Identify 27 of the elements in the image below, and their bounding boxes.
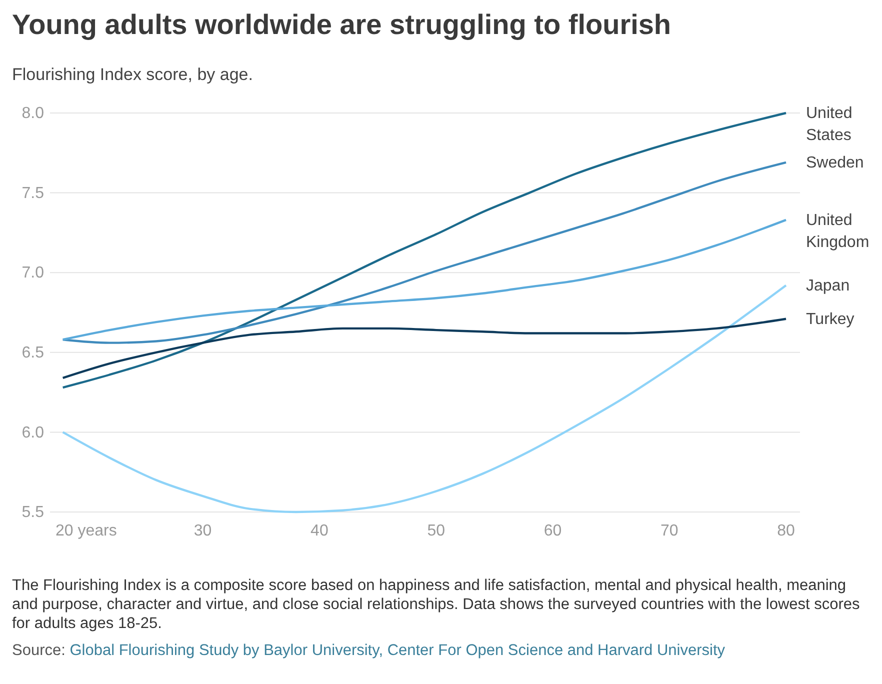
line-series (62, 161, 788, 344)
y-tick-label: 8.0 (22, 105, 44, 122)
chart-subtitle: Flourishing Index score, by age. (12, 65, 253, 84)
series-label: United Kingdom (806, 212, 870, 251)
x-tick-label: 30 (194, 522, 212, 540)
line-series (62, 318, 788, 380)
source-note: Source: Global Flourishing Study by Baylor University, Center For Open Science and Harvard University (12, 642, 726, 659)
series-label: Turkey (806, 310, 854, 328)
line-series (62, 284, 788, 514)
x-tick-label: 40 (310, 522, 328, 540)
x-tick-label: 50 (427, 522, 446, 540)
line-series (62, 218, 788, 341)
x-tick-label: 20 years (55, 522, 117, 540)
y-tick-label: 6.5 (22, 344, 44, 362)
text: The Flourishing Index is a composite score based on happiness and life satisfaction, mental and physical health, meaning and purpose, character and virtue, and close social relationships. Data shows the surveyed countries with the lowest scores for adults ages 18-25. (12, 577, 860, 632)
x-tick-label: 70 (660, 522, 678, 540)
x-tick-label: 80 (777, 522, 796, 540)
series-label: Japan (806, 277, 850, 294)
y-tick-label: 7.5 (22, 184, 44, 202)
series-label: United States (806, 105, 852, 144)
y-tick-label: 7.0 (22, 264, 44, 282)
line-series (62, 112, 788, 389)
series-label: Sweden (806, 154, 864, 172)
x-tick-label: 60 (544, 522, 562, 540)
chart-title: Young adults worldwide are struggling to flourish (12, 9, 672, 40)
y-tick-label: 6.0 (22, 424, 44, 442)
y-tick-label: 5.5 (22, 504, 44, 522)
